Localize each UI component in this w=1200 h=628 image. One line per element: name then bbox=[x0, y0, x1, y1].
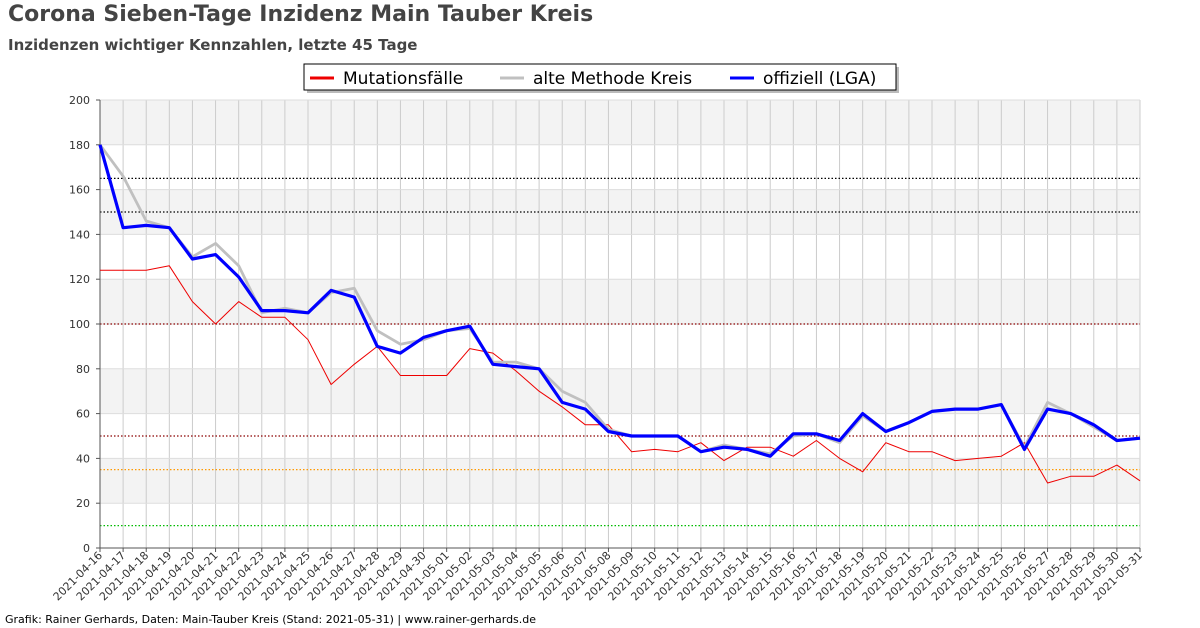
footer-credit: Grafik: Rainer Gerhards, Daten: Main-Tau… bbox=[5, 613, 537, 626]
grid-band bbox=[100, 458, 1140, 504]
x-axis-ticks: 2021-04-162021-04-172021-04-182021-04-19… bbox=[51, 548, 1145, 603]
chart-title: Corona Sieben-Tage Inzidenz Main Tauber … bbox=[8, 2, 594, 27]
grid-band bbox=[100, 368, 1140, 414]
series-line-2 bbox=[98, 144, 1141, 458]
y-tick-label: 140 bbox=[69, 228, 90, 241]
y-tick-label: 0 bbox=[83, 542, 90, 555]
series-lines bbox=[98, 143, 1141, 484]
y-tick-label: 40 bbox=[76, 452, 90, 465]
horizontal-gridlines bbox=[100, 99, 1140, 549]
legend: Mutationsfälle alte Methode Kreis offiziel… bbox=[303, 63, 899, 93]
legend-label: Mutationsfälle bbox=[343, 69, 463, 89]
grid-band bbox=[100, 279, 1140, 324]
grid-band bbox=[100, 100, 1140, 145]
chart-subtitle: Inzidenzen wichtiger Kennzahlen, letzte … bbox=[8, 36, 418, 54]
y-tick-label: 160 bbox=[69, 184, 90, 197]
y-tick-label: 120 bbox=[69, 273, 90, 286]
y-tick-label: 180 bbox=[69, 139, 90, 152]
series-line-0 bbox=[100, 265, 1141, 484]
legend-box bbox=[303, 63, 897, 91]
y-tick-label: 200 bbox=[69, 94, 90, 107]
y-tick-label: 80 bbox=[76, 363, 90, 376]
grid-band bbox=[100, 189, 1140, 235]
y-axis-ticks: 0 20 40 60 80 100 120 140 160 180 200 bbox=[69, 94, 100, 555]
y-tick-label: 60 bbox=[76, 408, 90, 421]
legend-label: offiziell (LGA) bbox=[763, 69, 876, 89]
background-bands bbox=[100, 100, 1140, 504]
y-tick-label: 20 bbox=[76, 497, 90, 510]
legend-label: alte Methode Kreis bbox=[533, 69, 692, 89]
y-tick-label: 100 bbox=[69, 318, 90, 331]
